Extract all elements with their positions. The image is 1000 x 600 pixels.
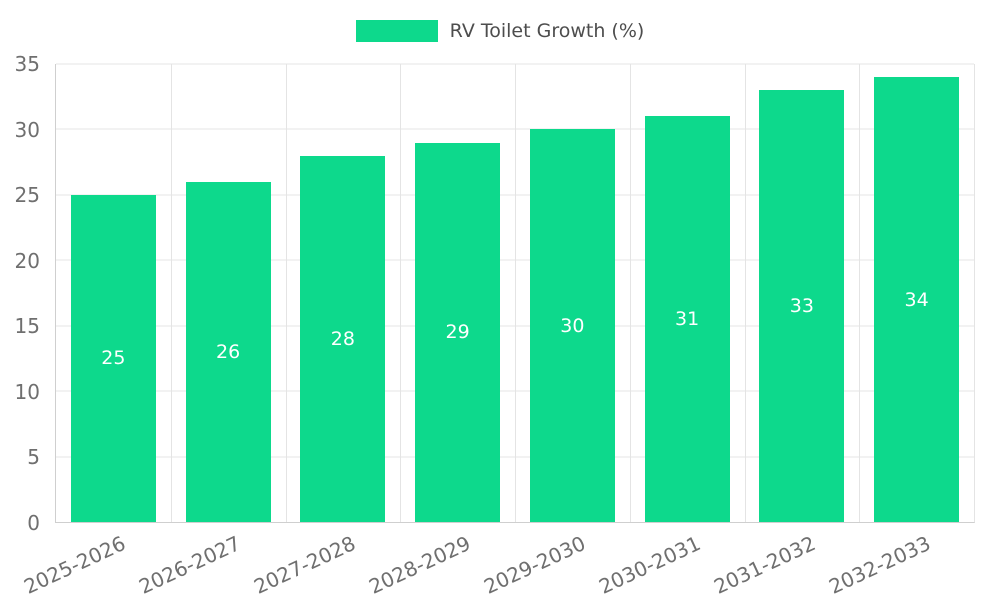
y-tick-label: 30 bbox=[14, 117, 40, 142]
bar-2032-2033: 34 bbox=[874, 77, 960, 522]
bar-value-label: 26 bbox=[216, 340, 241, 363]
v-gridline bbox=[629, 64, 631, 522]
v-gridline bbox=[170, 64, 172, 522]
v-gridline bbox=[285, 64, 287, 522]
y-tick-label: 25 bbox=[14, 183, 40, 208]
x-tick-label: 2031-2032 bbox=[710, 531, 820, 599]
bar-value-label: 28 bbox=[330, 327, 355, 350]
bar-2031-2032: 33 bbox=[759, 90, 845, 522]
v-gridline bbox=[515, 64, 516, 522]
legend-swatch bbox=[355, 20, 438, 42]
x-tick-label: 2030-2031 bbox=[595, 531, 705, 599]
x-axis: 2025-2026 2026-2027 2027-2028 2028-2029 2029… bbox=[21, 523, 975, 600]
bar-value-label: 33 bbox=[789, 295, 814, 318]
bar-2030-2031: 31 bbox=[644, 116, 730, 522]
bar-2029-2030: 30 bbox=[529, 129, 615, 522]
bar-value-label: 34 bbox=[904, 288, 929, 311]
y-tick-label: 10 bbox=[14, 379, 40, 404]
x-tick-label: 2027-2028 bbox=[250, 531, 360, 599]
bar-value-label: 30 bbox=[560, 314, 585, 337]
x-tick-label: 2025-2026 bbox=[20, 531, 130, 599]
y-tick-label: 5 bbox=[27, 445, 40, 470]
x-tick-label: 2028-2029 bbox=[365, 531, 475, 599]
legend[interactable]: RV Toilet Growth (%) bbox=[0, 20, 1000, 42]
y-axis: 0 5 10 15 20 25 30 35 bbox=[0, 54, 48, 533]
bar-2028-2029: 29 bbox=[415, 142, 501, 522]
x-tick-label: 2032-2033 bbox=[825, 531, 935, 599]
y-tick-label: 20 bbox=[14, 248, 40, 273]
v-gridline bbox=[400, 64, 402, 522]
plot-area: 25 26 28 29 30 31 33 34 bbox=[55, 63, 975, 523]
v-gridline bbox=[744, 64, 746, 522]
y-tick-label: 15 bbox=[14, 314, 40, 339]
legend-label: RV Toilet Growth (%) bbox=[449, 20, 645, 42]
y-tick-label: 0 bbox=[27, 511, 40, 535]
y-tick-label: 35 bbox=[14, 52, 40, 76]
bar-2027-2028: 28 bbox=[300, 155, 386, 522]
v-gridline bbox=[859, 64, 861, 522]
x-tick-label: 2029-2030 bbox=[480, 531, 590, 599]
bar-2025-2026: 25 bbox=[70, 194, 156, 522]
bar-value-label: 31 bbox=[675, 308, 700, 331]
x-tick-label: 2026-2027 bbox=[135, 531, 245, 599]
bar-value-label: 25 bbox=[101, 347, 126, 370]
bar-2026-2027: 26 bbox=[185, 181, 271, 522]
bar-value-label: 29 bbox=[445, 321, 470, 344]
